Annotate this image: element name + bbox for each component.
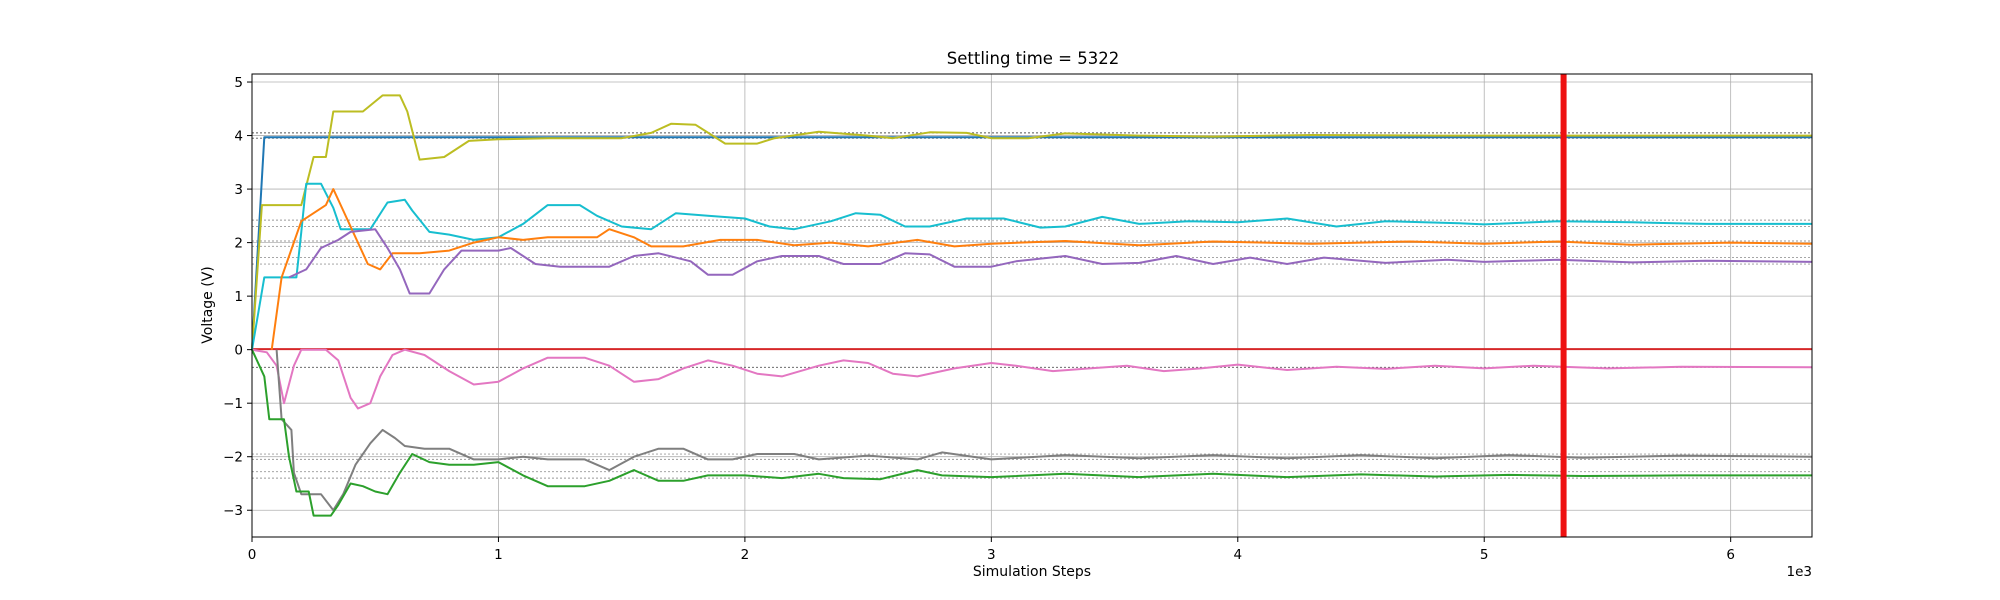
x-tick-label: 0 (248, 547, 257, 563)
x-axis-ticks: 0 1 2 3 4 5 6 (248, 537, 1735, 563)
chart-title: Settling time = 5322 (947, 49, 1120, 68)
x-tick-label: 3 (987, 547, 996, 563)
y-tick-label: −2 (223, 450, 243, 466)
series-line-8 (275, 349, 1813, 512)
x-tick-label: 1 (494, 547, 503, 563)
x-tick-label: 2 (741, 547, 750, 563)
y-tick-label: 5 (234, 75, 243, 91)
y-tick-label: −1 (223, 396, 243, 412)
x-tick-label: 5 (1480, 547, 1489, 563)
x-axis-offset-label: 1e3 (1787, 564, 1812, 580)
y-axis-label: Voltage (V) (200, 266, 216, 343)
series-line-3 (251, 94, 1812, 350)
y-tick-label: 4 (234, 129, 243, 145)
y-axis-ticks: −3 −2 −1 0 1 2 3 4 5 (223, 75, 252, 519)
y-tick-label: 0 (234, 343, 243, 359)
x-axis-label: Simulation Steps (973, 564, 1091, 580)
y-tick-label: −3 (223, 503, 243, 519)
series-line-9 (251, 349, 1812, 517)
series-lines (251, 94, 1813, 517)
series-line-6 (288, 228, 1813, 295)
series-line-7 (251, 348, 1813, 410)
y-tick-label: 3 (234, 182, 243, 198)
y-tick-label: 1 (234, 289, 243, 305)
series-line-5 (270, 188, 1813, 350)
x-tick-label: 4 (1233, 547, 1242, 563)
y-tick-label: 2 (234, 236, 243, 252)
plot-frame (251, 73, 1813, 538)
x-tick-label: 6 (1726, 547, 1735, 563)
